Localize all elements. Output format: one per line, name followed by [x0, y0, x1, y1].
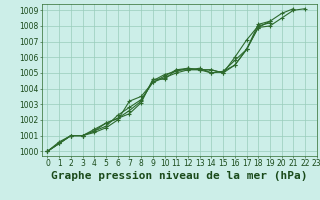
X-axis label: Graphe pression niveau de la mer (hPa): Graphe pression niveau de la mer (hPa) — [51, 171, 308, 181]
